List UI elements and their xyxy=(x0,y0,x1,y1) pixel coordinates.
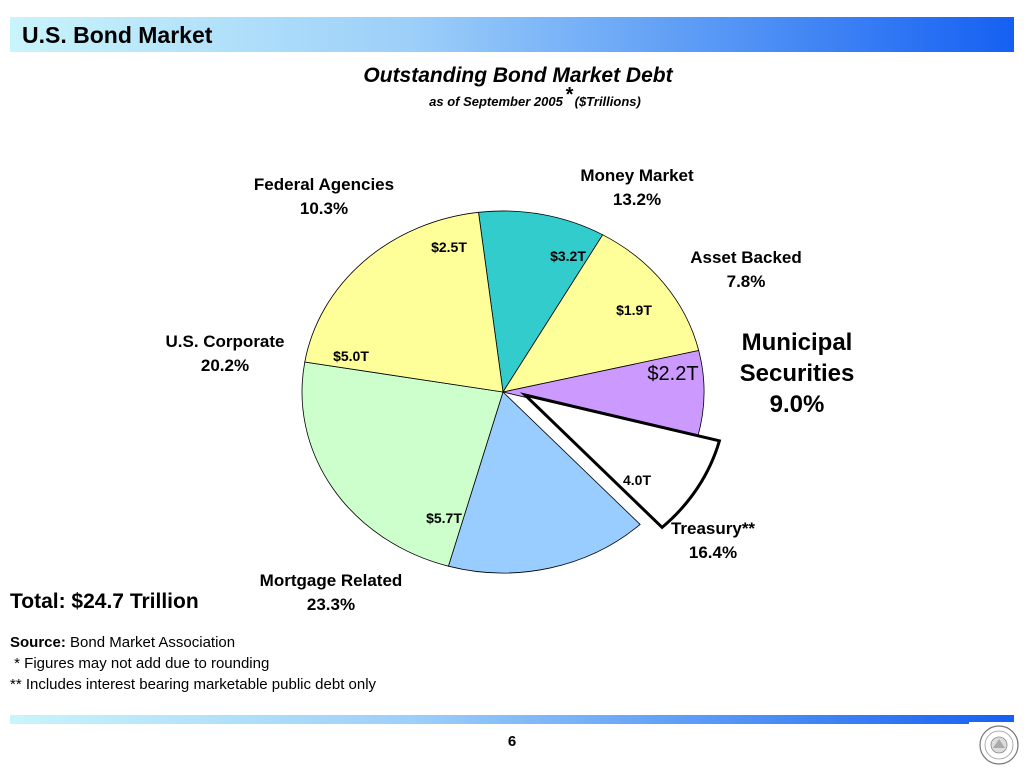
pie-slice-u-s-corporate xyxy=(304,211,504,393)
slice-label-money-market: Money Market 13.2% xyxy=(580,166,694,209)
pie-slice-municipal-securities xyxy=(520,392,722,530)
slice-value-municipal-securities: $2.2T xyxy=(647,363,698,385)
source-text: Bond Market Association xyxy=(65,634,236,651)
slice-value-u-s-corporate: $5.0T xyxy=(333,348,369,364)
header-band xyxy=(10,17,1014,52)
source-label: Source: xyxy=(10,634,66,651)
slice-value-federal-agencies: $2.5T xyxy=(431,239,467,255)
slice-label-u-s-corporate: U.S. Corporate 20.2% xyxy=(165,332,284,375)
slice-label-municipal-securities: Municipal Securities 9.0% xyxy=(740,329,855,418)
slice-label-asset-backed: Asset Backed 7.8% xyxy=(690,248,802,291)
pie-slice-money-market xyxy=(502,234,700,393)
slice-value-asset-backed: $1.9T xyxy=(616,302,652,318)
pie-slice-federal-agencies xyxy=(478,210,604,394)
subtitle-date: as of September 2005 xyxy=(429,94,563,109)
slice-label-mortgage-related: Mortgage Related 23.3% xyxy=(260,571,403,614)
page-title: U.S. Bond Market xyxy=(22,22,213,48)
slice-label-federal-agencies: Federal Agencies 10.3% xyxy=(254,175,394,218)
seal-box xyxy=(969,722,1024,768)
total-label: Total: $24.7 Trillion xyxy=(10,590,199,613)
footer-band xyxy=(10,715,1014,724)
slice-label-treasury: Treasury** 16.4% xyxy=(671,519,755,562)
slice-value-money-market: $3.2T xyxy=(550,248,586,264)
notes: Source: Bond Market Association * Figure… xyxy=(10,632,376,695)
pie-slice-mortgage-related xyxy=(301,361,504,567)
source-line: Source: Bond Market Association xyxy=(10,632,376,653)
slice-value-treasury: 4.0T xyxy=(623,472,651,488)
footnote-rounding: * Figures may not add due to rounding xyxy=(10,655,270,672)
pie-slice-treasury xyxy=(447,391,641,574)
footnote-treasury: ** Includes interest bearing marketable … xyxy=(10,676,377,693)
subtitle-star: * xyxy=(564,84,573,106)
page-number: 6 xyxy=(507,733,517,750)
chart-subtitle: as of September 2005 * ($Trillions) xyxy=(0,84,1024,112)
state-seal-icon xyxy=(979,725,1019,765)
chart-title: Outstanding Bond Market Debt xyxy=(363,64,673,87)
slice-value-mortgage-related: $5.7T xyxy=(426,510,462,526)
subtitle-units: ($Trillions) xyxy=(574,94,641,109)
